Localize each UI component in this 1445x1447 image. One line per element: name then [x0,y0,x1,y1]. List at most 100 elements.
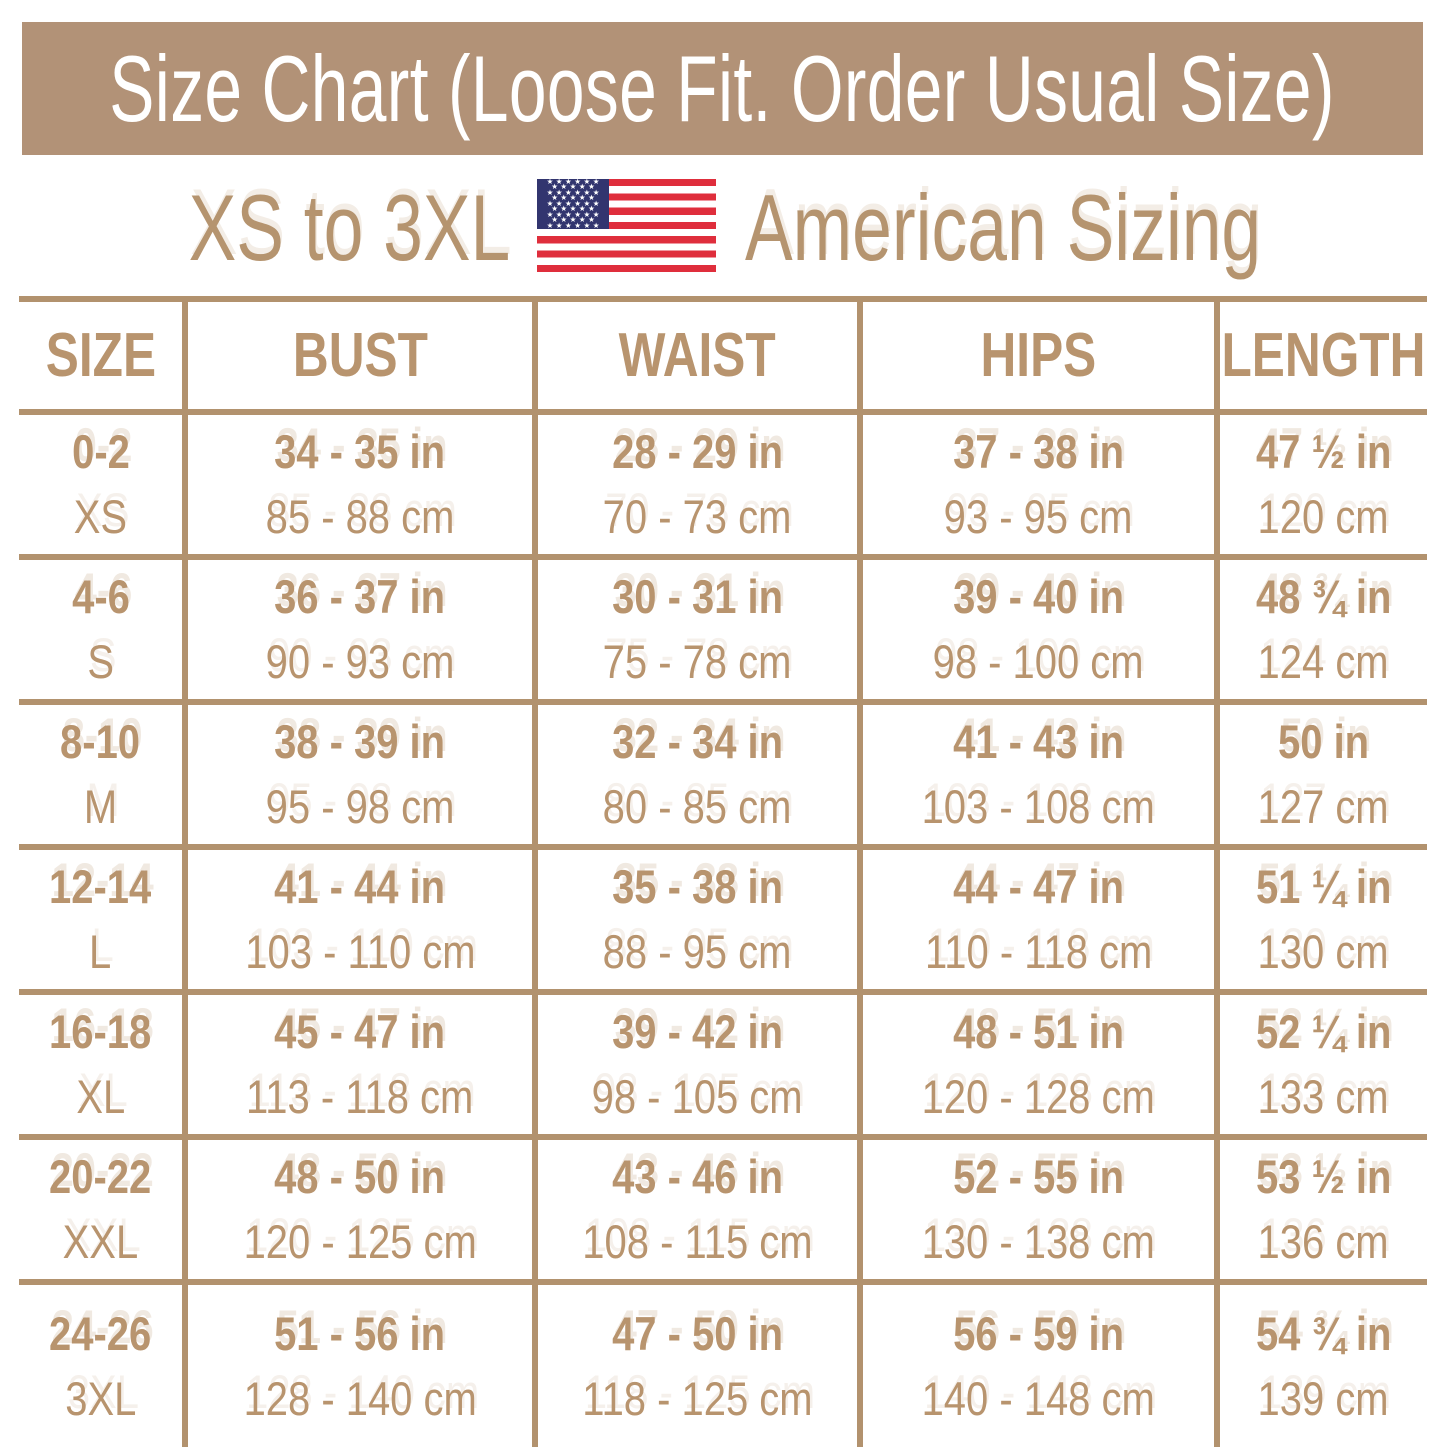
hips-inches: 48 - 51 in [953,1005,1124,1058]
cell-waist: 47 - 50 in 118 - 125 cm [538,1285,863,1447]
hips-centimeters: 103 - 108 cm [921,780,1156,833]
length-centimeters: 127 cm [1257,780,1390,833]
hips-centimeters: 98 - 100 cm [933,635,1144,688]
length-inches: 51 ¼ in [1255,860,1392,913]
flag-stars-row: ★★★★★★ [546,220,602,230]
size-letter: XL [76,1070,125,1123]
table-row: 24-26 3XL 51 - 56 in 128 - 140 cm 47 - 5… [19,1285,1427,1447]
length-inches: 53 ½ in [1255,1150,1392,1203]
length-inches: 48 ¾ in [1255,570,1392,623]
header-cell-hips: HIPS [863,302,1220,409]
length-centimeters: 130 cm [1257,925,1390,978]
hips-inches: 44 - 47 in [953,860,1124,913]
flag-stars-row: ★★★★★★ [546,187,602,197]
cell-length: 52 ¼ in 133 cm [1220,995,1427,1134]
size-letter: S [87,635,114,688]
table-row: 0-2 XS 34 - 35 in 85 - 88 cm 28 - 29 in … [19,415,1427,560]
length-centimeters: 136 cm [1257,1215,1390,1268]
flag-stars-row: ★★★★★★ [546,179,602,186]
cell-length: 48 ¾ in 124 cm [1220,560,1427,699]
hips-inches: 52 - 55 in [953,1150,1124,1203]
cell-waist: 43 - 46 in 108 - 115 cm [538,1140,863,1279]
waist-inches: 47 - 50 in [612,1306,783,1360]
subtitle-row: XS to 3XL ★★★★★★ ★★★★★ ★★★★★★ ★★★★★ ★★★★★★ ★★… [0,165,1445,290]
cell-bust: 48 - 50 in 120 - 125 cm [188,1140,538,1279]
size-number: 24-26 [49,1306,152,1360]
cell-bust: 36 - 37 in 90 - 93 cm [188,560,538,699]
size-number: 16-18 [49,1005,152,1058]
page-title: Size Chart (Loose Fit. Order Usual Size) [109,35,1336,141]
bust-inches: 36 - 37 in [274,570,446,623]
size-range-text: XS to 3XL [188,175,510,280]
cell-waist: 30 - 31 in 75 - 78 cm [538,560,863,699]
size-table-body: 0-2 XS 34 - 35 in 85 - 88 cm 28 - 29 in … [19,415,1427,1447]
cell-waist: 35 - 38 in 88 - 95 cm [538,850,863,989]
size-letter: 3XL [64,1371,137,1425]
title-banner: Size Chart (Loose Fit. Order Usual Size) [22,22,1423,155]
length-inches: 52 ¼ in [1255,1005,1392,1058]
table-row: 16-18 XL 45 - 47 in 113 - 118 cm 39 - 42… [19,995,1427,1140]
waist-centimeters: 98 - 105 cm [592,1070,803,1123]
size-letter: M [83,780,118,833]
hips-inches: 56 - 59 in [953,1306,1124,1360]
cell-bust: 45 - 47 in 113 - 118 cm [188,995,538,1134]
cell-hips: 37 - 38 in 93 - 95 cm [863,415,1220,554]
waist-inches: 32 - 34 in [612,715,783,768]
hips-centimeters: 130 - 138 cm [921,1215,1156,1268]
bust-inches: 45 - 47 in [274,1005,446,1058]
flag-stars-row: ★★★★★★ [546,209,602,219]
waist-inches: 43 - 46 in [612,1150,783,1203]
size-letter: XS [73,490,128,543]
size-number: 8-10 [60,715,141,768]
length-inches: 47 ½ in [1255,425,1392,478]
bust-centimeters: 113 - 118 cm [246,1070,474,1123]
header-label: LENGTH [1221,321,1426,390]
flag-stars-row: ★★★★★ [551,193,598,203]
cell-size: 16-18 XL [19,995,188,1134]
waist-centimeters: 108 - 115 cm [582,1215,813,1268]
bust-inches: 51 - 56 in [274,1306,446,1360]
waist-centimeters: 75 - 78 cm [603,635,792,688]
bust-inches: 48 - 50 in [274,1150,446,1203]
cell-size: 0-2 XS [19,415,188,554]
hips-inches: 37 - 38 in [953,425,1124,478]
cell-hips: 56 - 59 in 140 - 148 cm [863,1285,1220,1447]
table-header-row: SIZE BUST WAIST HIPS LENGTH [19,302,1427,415]
header-cell-bust: BUST [188,302,538,409]
length-centimeters: 139 cm [1257,1371,1390,1425]
cell-hips: 41 - 43 in 103 - 108 cm [863,705,1220,844]
hips-centimeters: 120 - 128 cm [921,1070,1156,1123]
table-row: 20-22 XXL 48 - 50 in 120 - 125 cm 43 - 4… [19,1140,1427,1285]
length-inches: 54 ¾ in [1255,1306,1392,1360]
size-number: 4-6 [71,570,130,623]
hips-centimeters: 110 - 118 cm [924,925,1153,978]
hips-centimeters: 140 - 148 cm [921,1371,1156,1425]
cell-size: 20-22 XXL [19,1140,188,1279]
hips-inches: 39 - 40 in [953,570,1124,623]
cell-bust: 51 - 56 in 128 - 140 cm [188,1285,538,1447]
cell-length: 51 ¼ in 130 cm [1220,850,1427,989]
cell-length: 53 ½ in 136 cm [1220,1140,1427,1279]
flag-canton: ★★★★★★ ★★★★★ ★★★★★★ ★★★★★ ★★★★★★ ★★★★★ ★★★★★★ ★… [537,179,609,230]
size-number: 12-14 [49,860,152,913]
bust-inches: 41 - 44 in [274,860,446,913]
header-label: BUST [292,321,428,390]
cell-size: 12-14 L [19,850,188,989]
cell-bust: 38 - 39 in 95 - 98 cm [188,705,538,844]
bust-centimeters: 95 - 98 cm [265,780,455,833]
cell-bust: 41 - 44 in 103 - 110 cm [188,850,538,989]
waist-centimeters: 88 - 95 cm [603,925,792,978]
header-cell-size: SIZE [19,302,188,409]
size-letter: L [89,925,112,978]
header-label: SIZE [45,321,156,390]
cell-hips: 39 - 40 in 98 - 100 cm [863,560,1220,699]
us-flag-icon: ★★★★★★ ★★★★★ ★★★★★★ ★★★★★ ★★★★★★ ★★★★★ ★★★★★★ ★… [537,179,716,272]
hips-centimeters: 93 - 95 cm [944,490,1133,543]
cell-size: 8-10 M [19,705,188,844]
cell-waist: 39 - 42 in 98 - 105 cm [538,995,863,1134]
bust-centimeters: 90 - 93 cm [265,635,455,688]
cell-size: 24-26 3XL [19,1285,188,1447]
header-label: WAIST [618,321,777,390]
hips-inches: 41 - 43 in [953,715,1124,768]
waist-inches: 28 - 29 in [612,425,783,478]
